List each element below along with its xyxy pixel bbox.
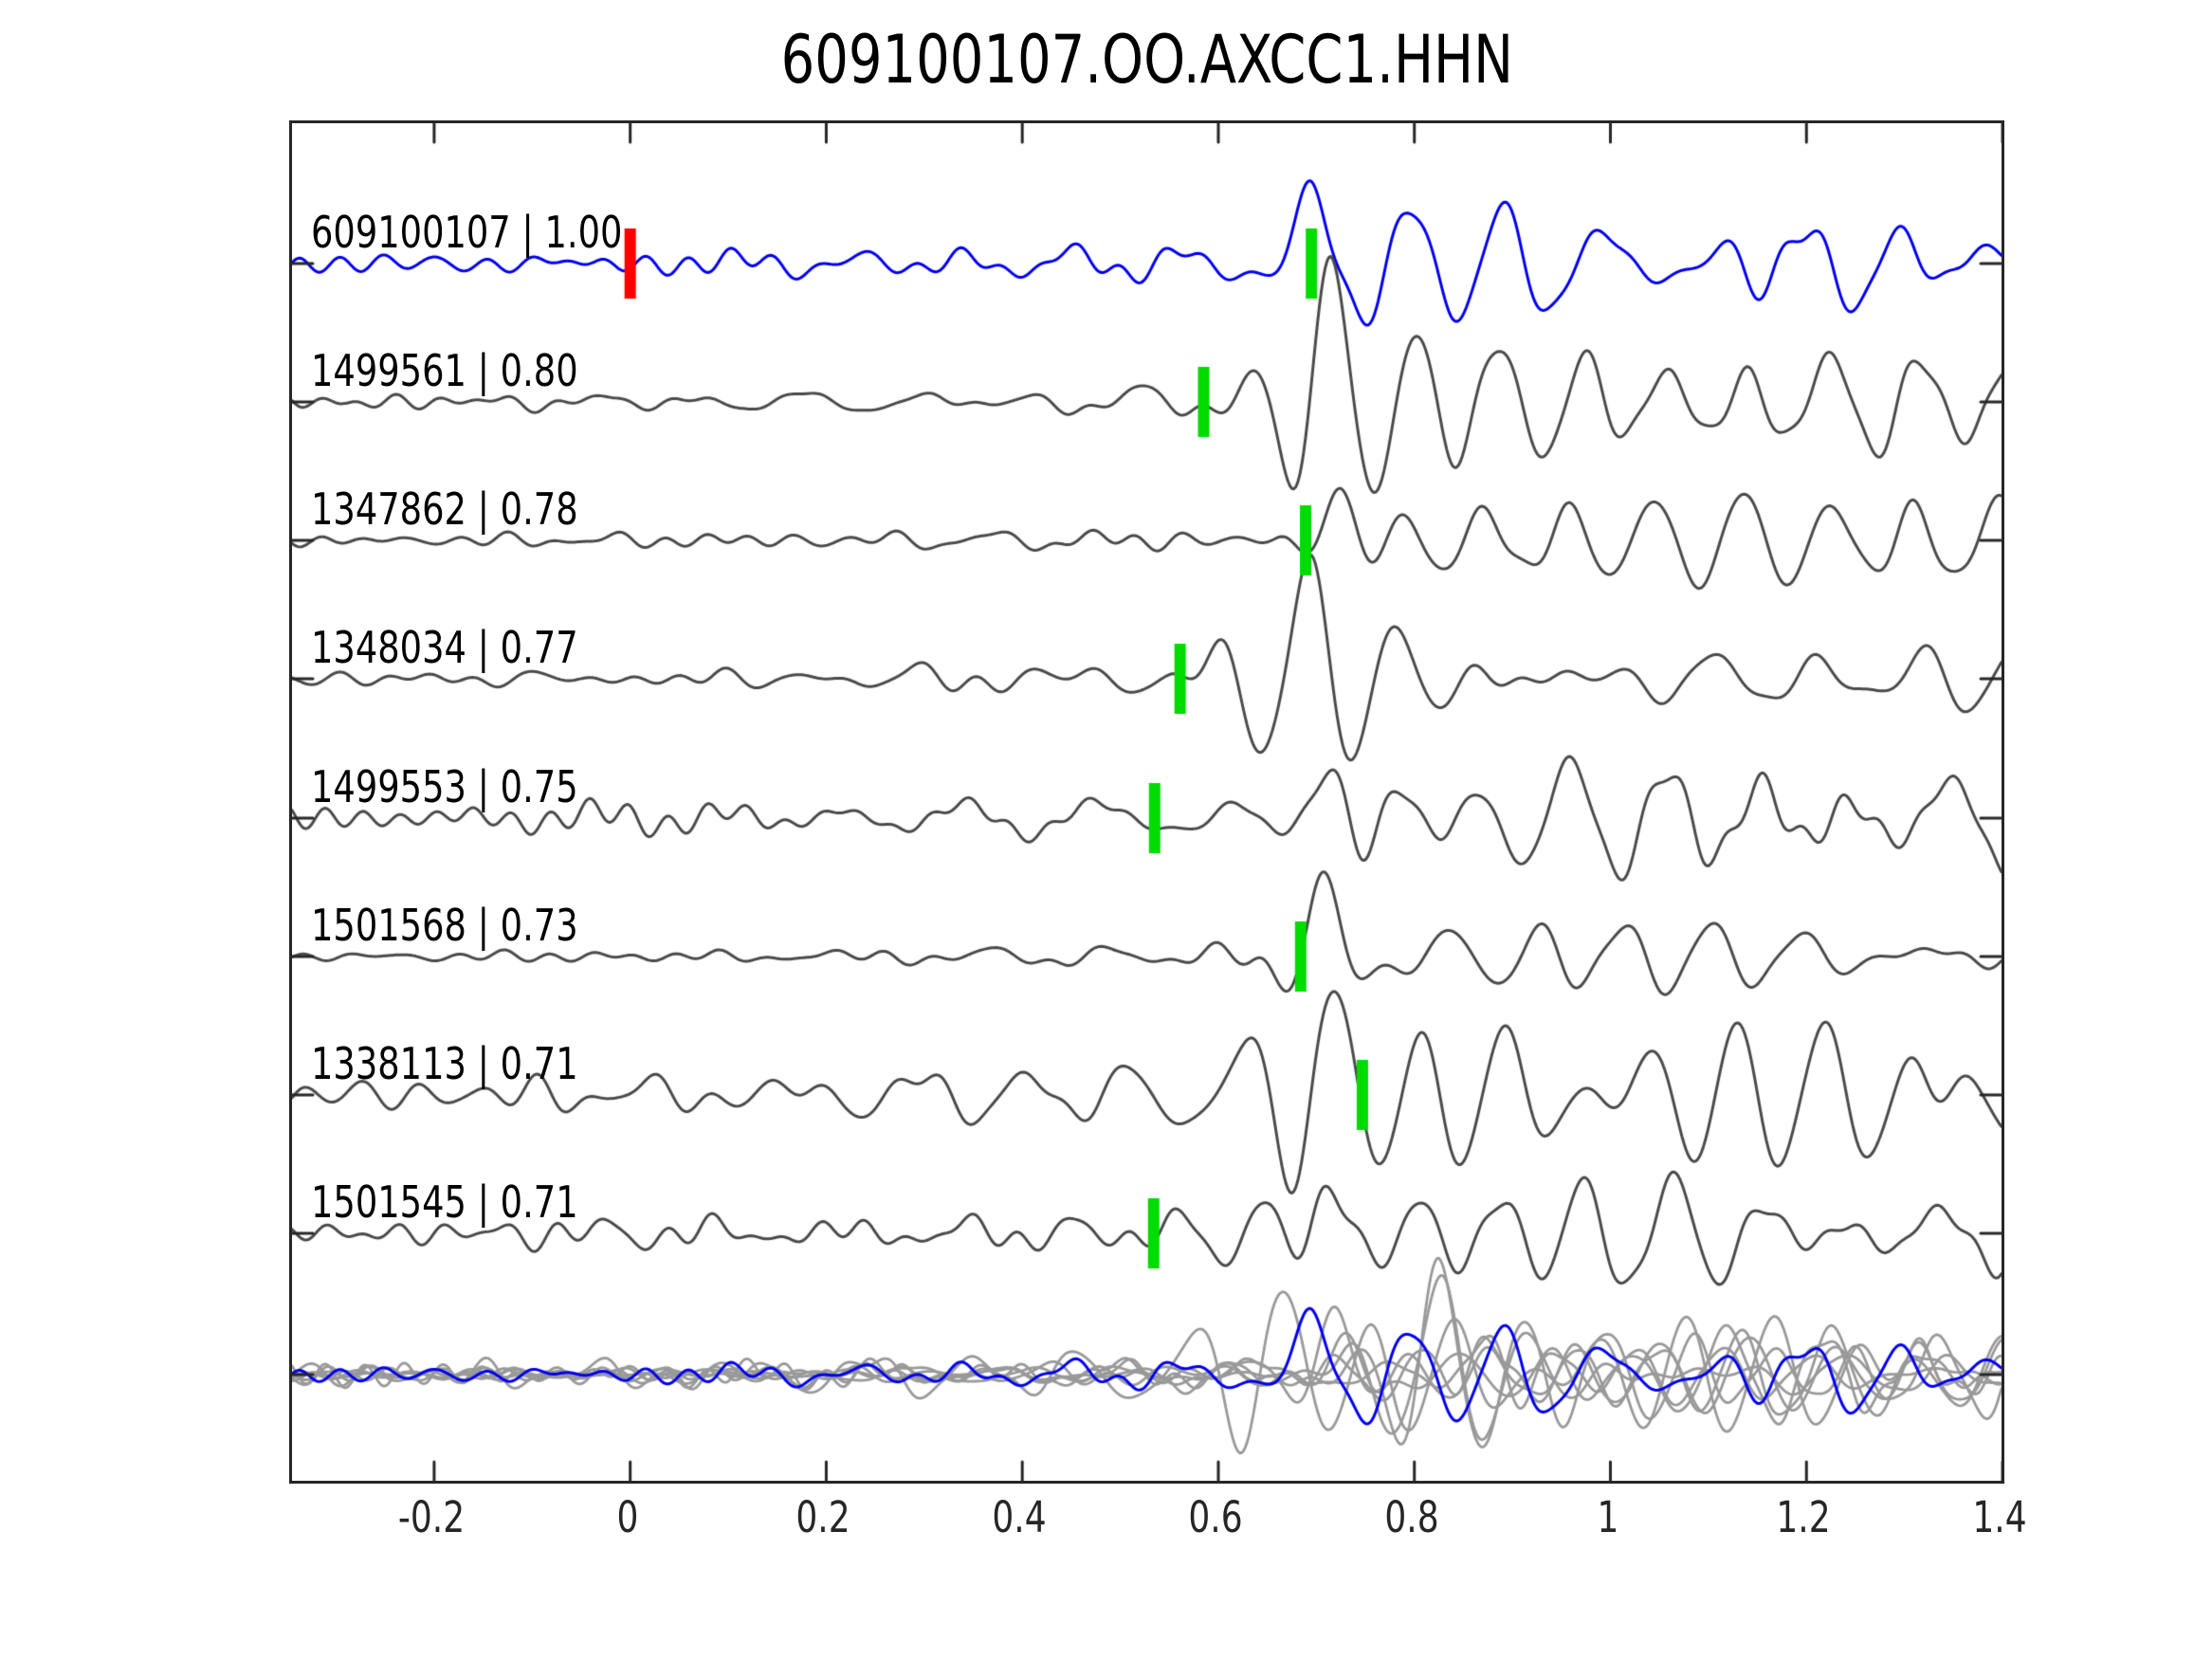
x-tick-label-0.2: 0.2 [795,1492,851,1542]
plot-inner: 609100107 | 1.00 1499561 | 0.80 1347862 | … [292,123,2002,1481]
trace-label-1348034: 1348034 | 0.77 [311,622,578,673]
trace-label-1338113: 1338113 | 0.71 [311,1038,578,1089]
trace-label-1501568: 1501568 | 0.73 [311,900,578,951]
waveform-canvas [292,123,2002,1481]
trace-label-1347862: 1347862 | 0.78 [311,483,578,535]
x-tick-label-0: 0 [616,1492,639,1542]
x-tick-label--0.2: -0.2 [397,1492,466,1542]
x-tick-label-0.8: 0.8 [1384,1492,1439,1542]
chart-title-text: 609100107.OO.AXCC1.HHN [780,21,1513,99]
x-tick-label-1: 1 [1597,1492,1618,1542]
x-tick-label-layer: -0.2 0 0.2 0.4 0.6 0.8 1 1.2 1.4 [289,1492,2027,1553]
chart-title: 609100107.OO.AXCC1.HHN [289,21,2004,99]
plot-area: 609100107 | 1.00 1499561 | 0.80 1347862 | … [289,120,2004,1484]
trace-label-1499561: 1499561 | 0.80 [311,345,578,396]
trace-label-1501545: 1501545 | 0.71 [311,1176,578,1228]
trace-label-1499553: 1499553 | 0.75 [311,761,578,812]
x-tick-label-0.6: 0.6 [1188,1492,1243,1542]
x-tick-label-1.2: 1.2 [1776,1492,1831,1542]
trace-label-609100107: 609100107 | 1.00 [311,207,623,258]
x-tick-label-1.4: 1.4 [1972,1492,2027,1542]
x-tick-label-0.4: 0.4 [992,1492,1047,1542]
